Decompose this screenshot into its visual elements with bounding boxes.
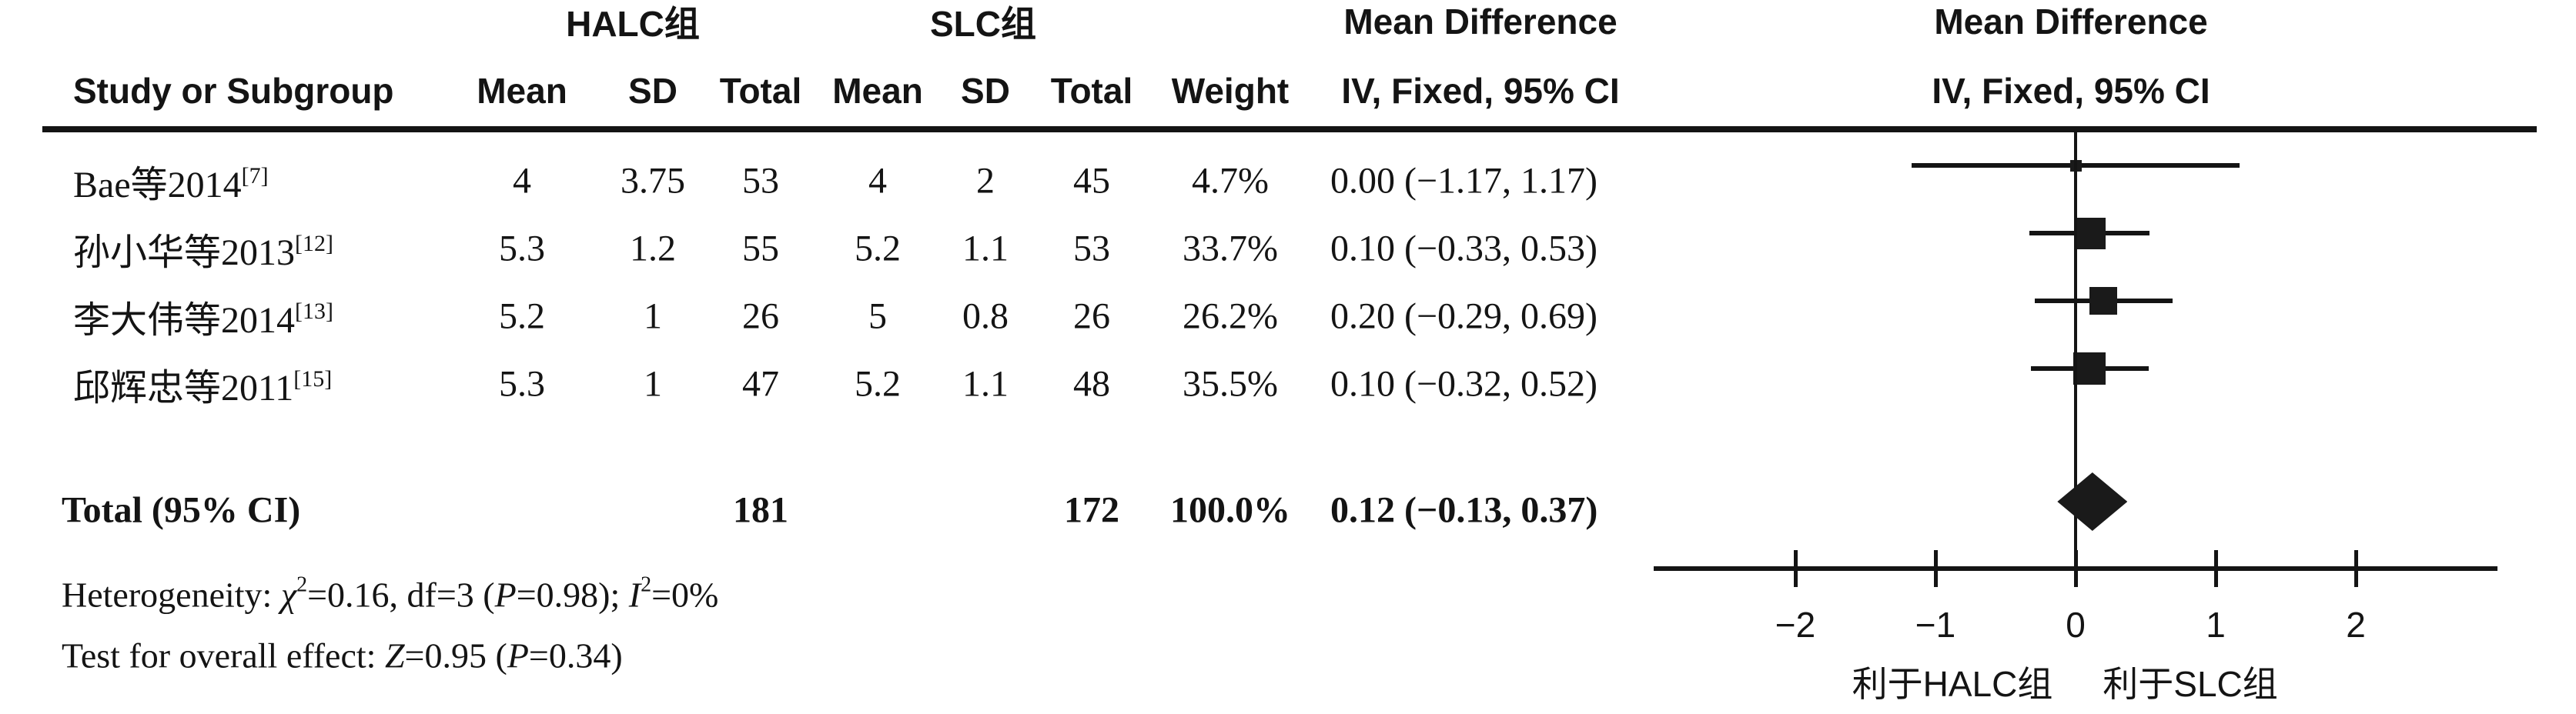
- test-p-symbol: P: [507, 636, 529, 676]
- favours-left-label: 利于HALC组: [1852, 664, 2053, 704]
- axis-tick: [2354, 550, 2358, 587]
- axis-tick: [2074, 550, 2078, 587]
- total-n2: 172: [1064, 489, 1119, 531]
- axis-tick: [2214, 550, 2218, 587]
- total-label: Total (95% CI): [62, 489, 301, 531]
- study-ref-superscript: [12]: [295, 231, 333, 256]
- study-cell-sd_c: 1.1: [962, 228, 1009, 269]
- effect-square: [2089, 287, 2117, 315]
- col-header-sd2: SD: [961, 71, 1010, 111]
- study-cell-mean_c: 5.2: [855, 228, 901, 269]
- study-name: 李大伟等2014[13]: [73, 299, 333, 341]
- test-seg1: =0.95 (: [404, 636, 507, 676]
- axis-tick-label: 0: [2066, 605, 2086, 645]
- col-header-study: Study or Subgroup: [73, 71, 394, 111]
- study-ci-text: 0.10 (−0.32, 0.52): [1330, 363, 1598, 405]
- axis-tick: [1934, 550, 1938, 587]
- total-ci-text: 0.12 (−0.13, 0.37): [1330, 489, 1598, 531]
- group1-header: HALC组: [566, 4, 700, 44]
- zero-line: [2074, 132, 2077, 569]
- study-cell-sd_c: 1.1: [962, 363, 1009, 405]
- test-prefix: Test for overall effect:: [62, 636, 385, 676]
- study-name: 邱辉忠等2011[15]: [73, 366, 333, 409]
- study-ci-text: 0.10 (−0.33, 0.53): [1330, 228, 1598, 269]
- study-name: 孙小华等2013[12]: [73, 231, 333, 273]
- col-header-ci: IV, Fixed, 95% CI: [1341, 71, 1620, 111]
- het-chi-symbol: χ: [280, 575, 297, 615]
- col-header-sd1: SD: [628, 71, 677, 111]
- header-divider: [42, 126, 2537, 132]
- overall-effect-line: Test for overall effect: Z=0.95 (P=0.34): [62, 636, 623, 676]
- test-seg2: =0.34): [528, 636, 623, 676]
- study-cell-weight_label: 26.2%: [1183, 295, 1278, 337]
- study-ci-text: 0.00 (−1.17, 1.17): [1330, 160, 1598, 202]
- het-i-sup: 2: [641, 572, 652, 597]
- total-n1: 181: [733, 489, 788, 531]
- study-cell-mean_c: 5.2: [855, 363, 901, 405]
- het-seg3: =0%: [651, 575, 719, 615]
- study-cell-sd_e: 1: [644, 363, 662, 405]
- het-prefix: Heterogeneity:: [62, 575, 281, 615]
- study-cell-weight_label: 33.7%: [1183, 228, 1278, 269]
- study-ci-text: 0.20 (−0.29, 0.69): [1330, 295, 1598, 337]
- study-cell-total_e: 26: [742, 295, 779, 337]
- study-cell-total_c: 26: [1073, 295, 1110, 337]
- study-cell-total_c: 53: [1073, 228, 1110, 269]
- axis-tick: [1794, 550, 1798, 587]
- het-seg1: =0.16, df=3 (: [307, 575, 495, 615]
- study-cell-mean_e: 5.3: [499, 228, 545, 269]
- het-i-symbol: I: [628, 575, 641, 615]
- col-header-total1: Total: [719, 71, 802, 111]
- favours-right-label: 利于SLC组: [2103, 664, 2278, 704]
- study-ref-superscript: [15]: [293, 366, 333, 392]
- axis-tick-label: 2: [2346, 605, 2366, 645]
- het-chi-sup: 2: [296, 572, 308, 597]
- study-cell-mean_c: 5: [868, 295, 887, 337]
- col-header-mean1: Mean: [477, 71, 567, 111]
- plot-subheader: IV, Fixed, 95% CI: [1932, 71, 2210, 111]
- md-header-plot: Mean Difference: [1934, 2, 2208, 42]
- het-seg2: =0.98);: [516, 575, 629, 615]
- study-cell-mean_e: 5.3: [499, 363, 545, 405]
- summary-diamond: [2057, 472, 2128, 531]
- heterogeneity-line: Heterogeneity: χ2=0.16, df=3 (P=0.98); I…: [62, 573, 718, 616]
- axis-tick-label: −1: [1915, 605, 1956, 645]
- study-ref-superscript: [13]: [295, 299, 333, 324]
- study-ref-superscript: [7]: [241, 163, 269, 189]
- study-cell-weight_label: 35.5%: [1183, 363, 1278, 405]
- col-header-mean2: Mean: [832, 71, 923, 111]
- study-cell-weight_label: 4.7%: [1192, 160, 1269, 202]
- study-cell-mean_e: 5.2: [499, 295, 545, 337]
- axis-tick-label: 1: [2206, 605, 2226, 645]
- study-name: Bae等2014[7]: [73, 163, 269, 205]
- het-p-symbol: P: [494, 575, 517, 615]
- effect-square: [2074, 218, 2106, 249]
- study-cell-sd_e: 3.75: [621, 160, 685, 202]
- study-cell-total_c: 45: [1073, 160, 1110, 202]
- study-cell-sd_c: 0.8: [962, 295, 1009, 337]
- axis-tick-label: −2: [1775, 605, 1816, 645]
- test-z-symbol: Z: [384, 636, 405, 676]
- study-cell-total_e: 55: [742, 228, 779, 269]
- study-cell-sd_e: 1: [644, 295, 662, 337]
- study-cell-sd_e: 1.2: [630, 228, 676, 269]
- study-cell-mean_c: 4: [868, 160, 887, 202]
- study-cell-total_e: 53: [742, 160, 779, 202]
- effect-square: [2073, 352, 2106, 385]
- study-cell-total_c: 48: [1073, 363, 1110, 405]
- md-header-table: Mean Difference: [1343, 2, 1618, 42]
- col-header-weight: Weight: [1171, 71, 1290, 111]
- total-weight: 100.0%: [1170, 489, 1290, 531]
- group2-header: SLC组: [930, 4, 1036, 44]
- study-cell-sd_c: 2: [976, 160, 995, 202]
- col-header-total2: Total: [1050, 71, 1133, 111]
- study-cell-total_e: 47: [742, 363, 779, 405]
- study-cell-mean_e: 4: [513, 160, 531, 202]
